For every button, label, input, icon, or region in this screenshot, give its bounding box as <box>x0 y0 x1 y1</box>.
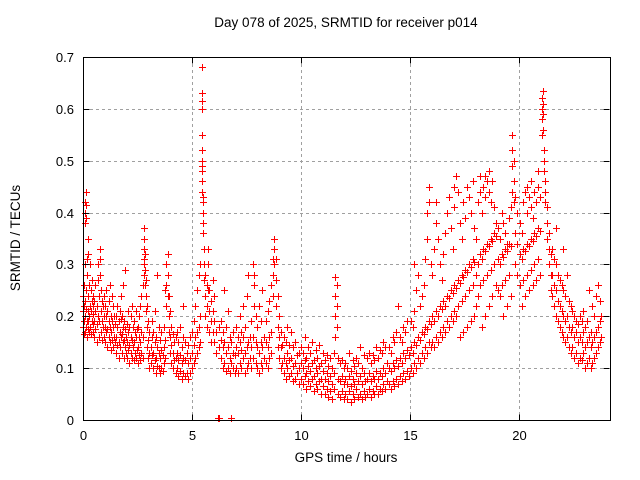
y-tick-label: 0 <box>67 413 74 428</box>
y-tick-label: 0.5 <box>56 154 74 169</box>
data-points-group <box>80 64 605 422</box>
x-tick-label: 15 <box>403 428 417 443</box>
y-tick-label: 0.4 <box>56 206 74 221</box>
tick-labels: 0 5 10 15 20 0 0.1 0.2 0.3 0.4 0.5 0.6 0.7 <box>56 50 527 443</box>
data-points <box>80 64 605 422</box>
x-tick-label: 10 <box>294 428 308 443</box>
y-axis-label: SRMTID / TECUs <box>8 185 23 292</box>
chart-title: Day 078 of 2025, SRMTID for receiver p01… <box>214 15 478 30</box>
gridlines <box>84 58 610 420</box>
y-tick-label: 0.1 <box>56 361 74 376</box>
x-tick-label: 5 <box>189 428 196 443</box>
y-tick-label: 0.6 <box>56 102 74 117</box>
y-tick-label: 0.3 <box>56 257 74 272</box>
axis-ticks <box>83 57 610 421</box>
x-tick-label: 20 <box>512 428 526 443</box>
plot-border <box>83 57 611 421</box>
y-tick-label: 0.2 <box>56 309 74 324</box>
y-tick-label: 0.7 <box>56 50 74 65</box>
x-axis-label: GPS time / hours <box>295 450 398 465</box>
x-tick-label: 0 <box>80 428 87 443</box>
